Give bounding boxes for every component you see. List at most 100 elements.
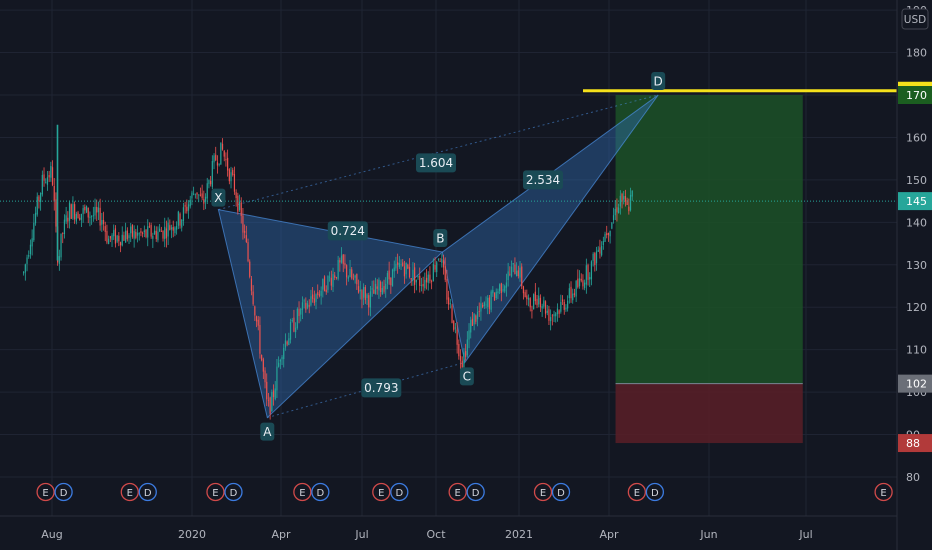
- candle-body: [186, 206, 188, 212]
- dividend-event-icon[interactable]: [645, 482, 665, 502]
- candle-body: [65, 215, 67, 222]
- candle-body: [465, 351, 467, 357]
- candle-body: [400, 264, 402, 266]
- candle-body: [46, 177, 49, 185]
- candle-body: [621, 193, 623, 202]
- earnings-event-icon[interactable]: [533, 482, 553, 502]
- dividend-event-icon[interactable]: [224, 482, 243, 502]
- candle-body: [31, 238, 33, 247]
- earnings-event-icon[interactable]: [372, 482, 391, 502]
- dividend-event-icon[interactable]: [311, 482, 330, 502]
- candle-body: [203, 199, 205, 204]
- candle-body: [84, 206, 86, 211]
- candle-body: [164, 226, 166, 239]
- earnings-event-icon[interactable]: [120, 482, 139, 502]
- dividend-event-icon[interactable]: [138, 482, 157, 502]
- event-letter: D: [395, 488, 403, 499]
- candle-body: [62, 233, 64, 234]
- candle-body: [572, 293, 574, 301]
- candle-body: [339, 260, 341, 263]
- event-letter: E: [378, 488, 384, 499]
- candle-body: [541, 306, 543, 309]
- candle-body: [176, 225, 178, 230]
- candle-body: [89, 216, 91, 218]
- candle-body: [172, 227, 174, 231]
- candle-body: [206, 183, 208, 199]
- ac-dashed-line: [267, 361, 466, 419]
- candle-body: [187, 204, 190, 211]
- candle-body: [533, 294, 535, 310]
- candle-body: [289, 322, 292, 340]
- y-tick-label: 80: [906, 471, 920, 484]
- point-label-c-text: C: [463, 370, 471, 384]
- candle-body: [303, 300, 305, 302]
- candle-body: [179, 213, 181, 226]
- candle-body: [480, 303, 482, 312]
- candle-body: [594, 253, 596, 266]
- candle-body: [526, 295, 528, 300]
- candle-body: [577, 278, 579, 288]
- candle-body: [473, 313, 475, 325]
- position-box[interactable]: [615, 95, 803, 444]
- y-tick-label: 160: [906, 131, 927, 144]
- candle-body: [607, 232, 610, 236]
- dividend-event-icon[interactable]: [466, 482, 485, 502]
- candle-body: [221, 143, 224, 150]
- dividend-event-icon[interactable]: [390, 482, 409, 502]
- ratio-label-xb: 0.724: [327, 221, 368, 241]
- dividend-event-icon[interactable]: [551, 482, 571, 502]
- candle-body: [182, 207, 185, 221]
- candle-body: [126, 230, 128, 240]
- earnings-event-icon[interactable]: [874, 482, 893, 502]
- candle-body: [34, 212, 37, 224]
- candle-body: [23, 272, 25, 274]
- candle-body: [410, 278, 412, 280]
- candle-body: [334, 275, 336, 278]
- candle-body: [74, 204, 76, 220]
- earnings-event-icon[interactable]: [293, 482, 312, 502]
- candle-body: [347, 277, 349, 279]
- candle-body: [108, 238, 110, 245]
- ratio-label-ac-bg: [361, 378, 402, 398]
- candle-body: [456, 329, 458, 345]
- earnings-event-icon[interactable]: [627, 482, 647, 502]
- candle-body: [495, 291, 497, 299]
- candle-body: [250, 278, 253, 291]
- point-label-d-bg: [651, 72, 666, 90]
- earnings-event-icon[interactable]: [36, 482, 55, 502]
- candle-body: [40, 193, 42, 203]
- candle-body: [329, 276, 331, 278]
- candle-body: [106, 231, 108, 243]
- pattern-labels: X A B C D 0.724 0.793 1.604 2.534: [211, 72, 666, 441]
- currency-badge[interactable]: [901, 8, 929, 30]
- dividend-event-icon[interactable]: [54, 482, 73, 502]
- candle-body: [157, 231, 159, 241]
- entry-price-badge: 102: [898, 374, 932, 393]
- candle-body: [165, 228, 168, 239]
- candle-body: [312, 294, 314, 299]
- earnings-event-icon[interactable]: [206, 482, 225, 502]
- candle-body: [85, 206, 88, 213]
- candle-body: [568, 288, 570, 299]
- event-letter: D: [144, 488, 152, 499]
- candle-body: [534, 291, 536, 302]
- y-tick-label: 130: [906, 259, 927, 272]
- candle-body: [225, 159, 227, 161]
- candle-body: [94, 206, 96, 216]
- candle-body: [408, 266, 411, 278]
- candle-body: [629, 194, 632, 211]
- y-tick-label: 150: [906, 174, 927, 187]
- profit-zone[interactable]: [615, 95, 803, 384]
- candle-body: [293, 317, 295, 332]
- earnings-event-icon[interactable]: [448, 482, 467, 502]
- candle-body: [174, 227, 176, 234]
- candle-body: [155, 230, 157, 240]
- loss-zone[interactable]: [615, 383, 803, 444]
- candle-body: [223, 150, 225, 157]
- candle-body: [402, 262, 404, 266]
- candle-body: [43, 174, 45, 181]
- candle-body: [366, 294, 368, 298]
- candle-body: [300, 308, 302, 315]
